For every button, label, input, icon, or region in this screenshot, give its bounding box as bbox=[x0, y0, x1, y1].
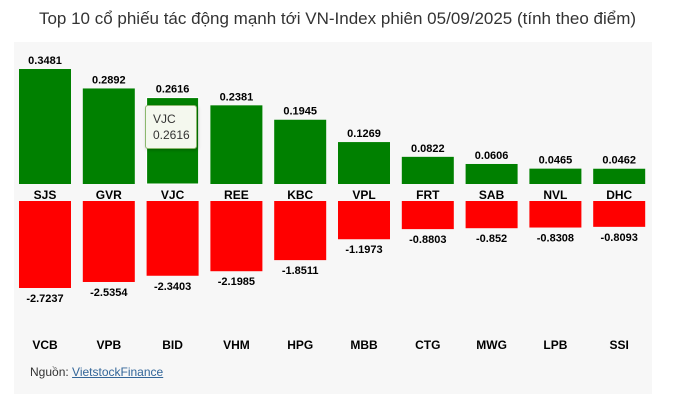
positive-value-label: 0.2381 bbox=[220, 91, 254, 103]
positive-category-label: VPL bbox=[352, 188, 375, 202]
negative-value-label: -2.7237 bbox=[26, 293, 63, 305]
negative-bar bbox=[338, 201, 390, 240]
positive-bar bbox=[338, 142, 390, 184]
positive-category-label: SJS bbox=[34, 188, 57, 202]
chart-title: Top 10 cổ phiếu tác động mạnh tới VN-Ind… bbox=[38, 9, 637, 28]
tooltip-symbol: VJC bbox=[153, 112, 176, 126]
positive-bar bbox=[210, 105, 263, 184]
negative-bar bbox=[210, 201, 263, 272]
negative-bar bbox=[401, 201, 454, 230]
positive-bar bbox=[401, 156, 454, 184]
negative-category-label: MWG bbox=[476, 338, 507, 352]
positive-bar bbox=[82, 88, 135, 184]
negative-category-label: SSI bbox=[610, 338, 629, 352]
positive-category-label: VJC bbox=[161, 188, 185, 202]
positive-category-label: DHC bbox=[606, 188, 632, 202]
negative-category-label: VPB bbox=[96, 338, 121, 352]
positive-category-label: SAB bbox=[479, 188, 505, 202]
negative-bar bbox=[82, 201, 135, 282]
positive-category-label: KBC bbox=[287, 188, 313, 202]
positive-value-label: 0.1269 bbox=[347, 128, 381, 140]
positive-bar bbox=[465, 163, 518, 184]
source-note: Nguồn: VietstockFinance bbox=[30, 365, 163, 379]
positive-bar bbox=[593, 168, 646, 184]
chart-tooltip: VJC 0.2616 bbox=[145, 105, 197, 149]
positive-category-label: NVL bbox=[543, 188, 567, 202]
positive-bar bbox=[274, 119, 327, 184]
negative-category-label: LPB bbox=[543, 338, 567, 352]
negative-value-label: -2.1985 bbox=[218, 276, 255, 288]
negative-category-label: BID bbox=[162, 338, 183, 352]
positive-value-label: 0.0822 bbox=[411, 143, 445, 155]
negative-value-label: -0.8308 bbox=[537, 233, 574, 245]
negative-category-label: VHM bbox=[223, 338, 250, 352]
positive-value-label: 0.0462 bbox=[602, 155, 636, 167]
negative-bar bbox=[274, 201, 327, 261]
positive-value-label: 0.2616 bbox=[156, 84, 190, 96]
negative-bar bbox=[465, 201, 518, 229]
negative-category-label: CTG bbox=[415, 338, 440, 352]
tooltip-value: 0.2616 bbox=[153, 128, 190, 142]
positive-bar bbox=[529, 168, 582, 184]
negative-category-label: MBB bbox=[350, 338, 378, 352]
positive-category-label: FRT bbox=[416, 188, 440, 202]
negative-bar bbox=[593, 201, 646, 227]
negative-bar bbox=[146, 201, 199, 276]
positive-value-label: 0.1945 bbox=[283, 106, 317, 118]
positive-value-label: 0.0606 bbox=[475, 150, 509, 162]
negative-value-label: -0.852 bbox=[476, 233, 507, 245]
negative-value-label: -0.8093 bbox=[601, 232, 638, 244]
negative-value-label: -0.8803 bbox=[409, 234, 446, 246]
positive-bar bbox=[19, 69, 71, 184]
positive-value-label: 0.0465 bbox=[539, 155, 573, 167]
positive-category-label: GVR bbox=[96, 188, 122, 202]
negative-bar bbox=[529, 201, 582, 228]
negative-value-label: -1.1973 bbox=[345, 244, 382, 256]
negative-category-label: HPG bbox=[287, 338, 313, 352]
positive-value-label: 0.3481 bbox=[28, 55, 62, 67]
negative-value-label: -1.8511 bbox=[282, 265, 319, 277]
source-link[interactable]: VietstockFinance bbox=[72, 365, 164, 379]
negative-bar bbox=[19, 201, 71, 288]
negative-category-label: VCB bbox=[32, 338, 58, 352]
positive-value-label: 0.2892 bbox=[92, 74, 126, 86]
positive-category-label: REE bbox=[224, 188, 249, 202]
negative-value-label: -2.5354 bbox=[90, 287, 128, 299]
source-label: Nguồn: bbox=[30, 365, 69, 379]
negative-value-label: -2.3403 bbox=[154, 281, 191, 293]
